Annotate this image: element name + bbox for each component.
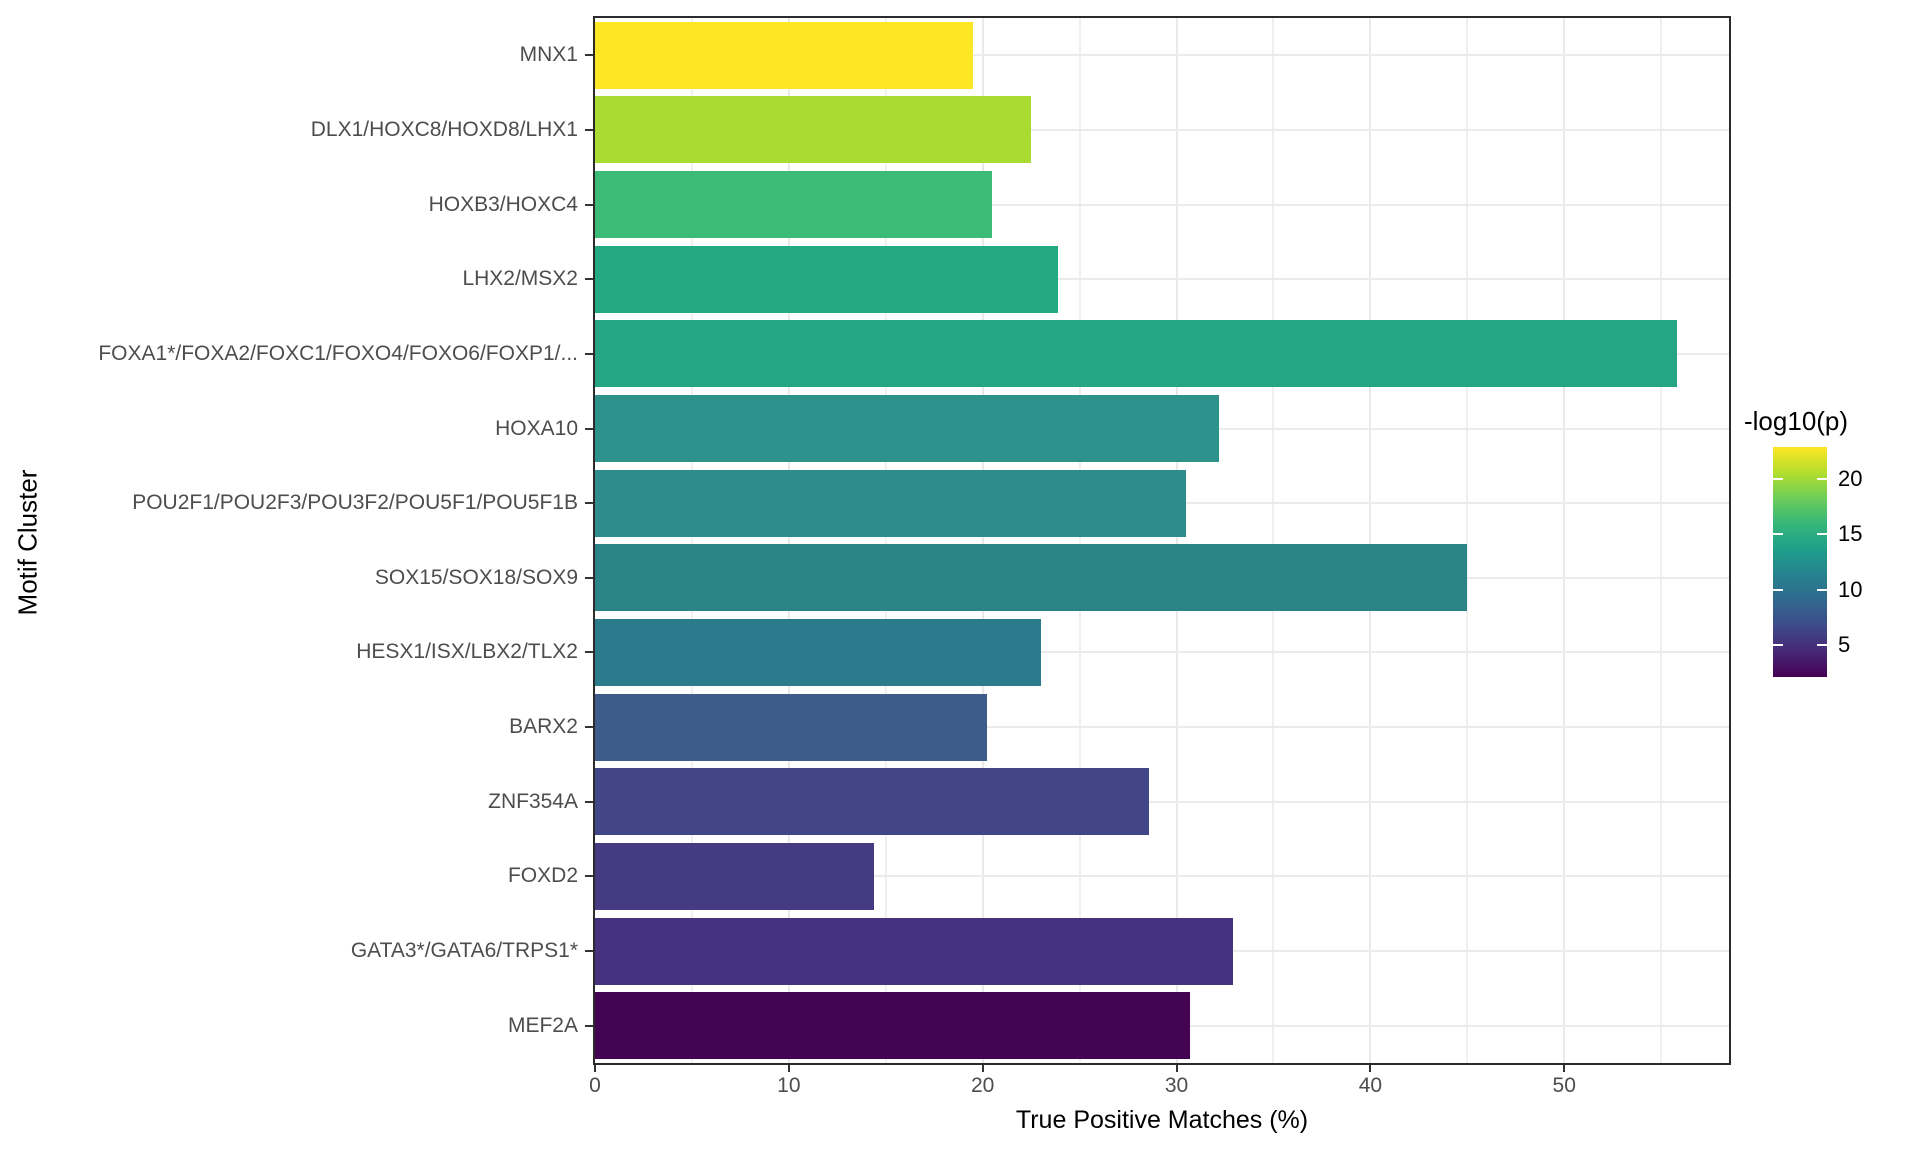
legend-tick-mark: [1773, 533, 1783, 536]
y-tick-label: DLX1/HOXC8/HOXD8/LHX1: [310, 117, 578, 141]
y-tick-mark: [585, 54, 594, 57]
gridline-minor: [690, 18, 693, 1063]
y-tick-mark: [585, 800, 594, 803]
y-tick-label: FOXA1*/FOXA2/FOXC1/FOXO4/FOXO6/FOXP1/...: [98, 341, 578, 365]
y-tick-label: POU2F1/POU2F3/POU3F2/POU5F1/POU5F1B: [132, 491, 578, 515]
x-tick-mark: [1563, 1063, 1566, 1072]
gridline-row: [595, 128, 1729, 131]
y-tick-label: FOXD2: [507, 864, 578, 888]
x-axis-title: True Positive Matches (%): [1015, 1106, 1309, 1134]
gridline-row: [595, 278, 1729, 281]
y-tick-label: BARX2: [509, 715, 578, 739]
legend-tick-mark: [1773, 588, 1783, 591]
gridline-row: [595, 651, 1729, 654]
legend-tick-mark: [1773, 478, 1783, 481]
bar: [595, 320, 1677, 388]
bar: [595, 96, 1032, 164]
x-tick-label: 10: [777, 1074, 801, 1097]
legend-tick-mark: [1817, 643, 1827, 646]
y-tick-label: HOXB3/HOXC4: [428, 192, 578, 216]
bar: [595, 917, 1233, 985]
x-tick-mark: [594, 1063, 596, 1072]
y-tick-mark: [585, 576, 594, 579]
bar: [595, 693, 987, 761]
gridline-row: [595, 875, 1729, 878]
y-tick-label: HOXA10: [495, 416, 578, 440]
legend-tick-mark: [1817, 588, 1827, 591]
gridline-minor: [1466, 18, 1469, 1063]
gridline-major: [1369, 18, 1372, 1063]
y-tick-label: SOX15/SOX18/SOX9: [374, 565, 578, 589]
gridline-major: [1175, 18, 1178, 1063]
bar: [595, 395, 1220, 463]
bar: [595, 171, 993, 239]
y-tick-mark: [585, 203, 594, 206]
y-tick-mark: [585, 128, 594, 131]
gridline-major: [787, 18, 790, 1063]
gridline-row: [595, 203, 1729, 206]
legend-tick-mark: [1773, 643, 1783, 646]
legend-tick-mark: [1817, 478, 1827, 481]
gridline-major: [981, 18, 984, 1063]
x-tick-mark: [787, 1063, 790, 1072]
bar: [595, 618, 1041, 686]
y-tick-label: ZNF354A: [488, 789, 578, 813]
bar: [595, 245, 1059, 313]
gridline-row: [595, 800, 1729, 803]
x-tick-mark: [981, 1063, 984, 1072]
legend-tick-mark: [1817, 533, 1827, 536]
y-tick-mark: [585, 726, 594, 729]
y-tick-mark: [585, 278, 594, 281]
bar: [595, 21, 973, 89]
x-tick-label: 20: [971, 1074, 995, 1097]
y-tick-mark: [585, 651, 594, 654]
y-tick-mark: [585, 875, 594, 878]
bar: [595, 842, 875, 910]
y-tick-mark: [585, 352, 594, 355]
y-tick-label: LHX2/MSX2: [462, 267, 578, 291]
bar: [595, 544, 1468, 612]
x-tick-label: 40: [1358, 1074, 1383, 1097]
gridline-minor: [884, 18, 887, 1063]
legend-tick-label: 15: [1838, 521, 1863, 547]
plot-panel: [595, 18, 1729, 1063]
gridline-major: [1563, 18, 1566, 1063]
y-tick-mark: [585, 950, 594, 953]
y-tick-label: MNX1: [519, 43, 578, 67]
x-tick-label: 30: [1164, 1074, 1189, 1097]
x-tick-label: 50: [1552, 1074, 1576, 1097]
legend-tick-label: 20: [1838, 466, 1863, 492]
gridline-minor: [1660, 18, 1663, 1063]
x-tick-label: 0: [589, 1074, 601, 1097]
gridline-minor: [1078, 18, 1081, 1063]
gridline-row: [595, 726, 1729, 729]
gridline-row: [595, 54, 1729, 57]
y-tick-mark: [585, 427, 594, 430]
bar: [595, 469, 1187, 537]
legend-colorbar: [1773, 447, 1827, 677]
y-tick-mark: [585, 1024, 594, 1027]
gridline-minor: [1272, 18, 1275, 1063]
bar: [595, 992, 1191, 1060]
y-tick-label: HESX1/ISX/LBX2/TLX2: [356, 640, 578, 664]
y-tick-label: MEF2A: [507, 1013, 578, 1037]
y-tick-label: GATA3*/GATA6/TRPS1*: [350, 939, 578, 963]
x-tick-mark: [1175, 1063, 1178, 1072]
legend-tick-label: 10: [1838, 576, 1863, 602]
y-tick-mark: [585, 502, 594, 505]
legend-title: -log10(p): [1744, 406, 1849, 436]
x-tick-mark: [1369, 1063, 1372, 1072]
legend-tick-label: 5: [1838, 631, 1851, 657]
bar: [595, 768, 1150, 836]
